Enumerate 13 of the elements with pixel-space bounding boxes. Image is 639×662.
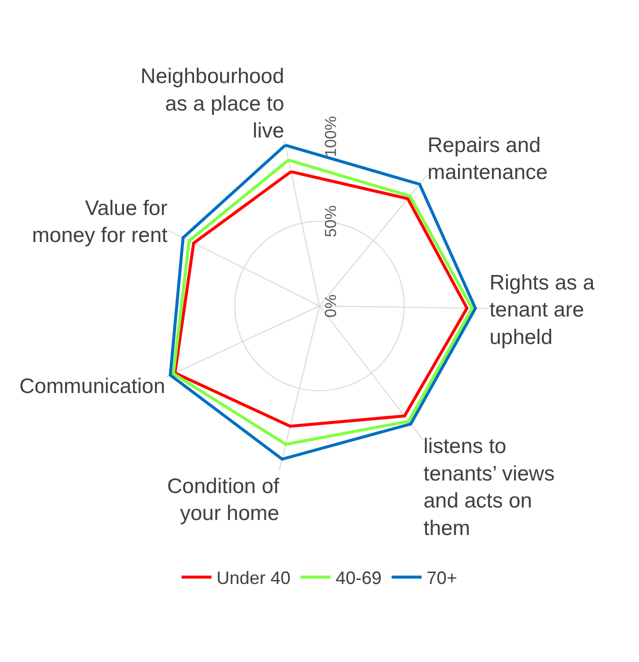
spoke-label: Communication	[19, 374, 166, 398]
spoke-label: Value for money for rent	[32, 196, 168, 248]
y-tick-label: 50%	[323, 205, 340, 238]
spoke-label: Neighbourhood as a place to live	[140, 65, 284, 143]
spoke-label: Rights as a tenant are upheld	[489, 271, 595, 349]
spoke-label: Condition of your home	[167, 474, 280, 526]
legend-label: 40-69	[336, 568, 382, 588]
y-tick-label: 100%	[323, 116, 340, 157]
legend-label: Under 40	[216, 568, 291, 588]
y-tick-label: 0%	[323, 294, 340, 318]
spoke-label: listens to tenants’ views and acts on them	[423, 435, 555, 540]
spoke-label: Repairs and maintenance	[427, 134, 548, 184]
legend-label: 70+	[426, 568, 458, 588]
